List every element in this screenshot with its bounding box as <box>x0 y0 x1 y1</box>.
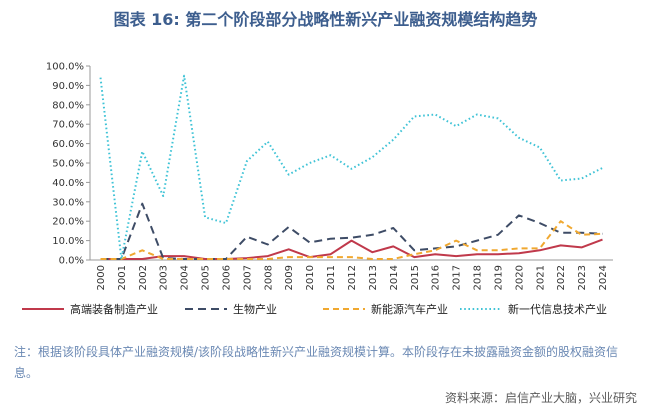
series-line-4 <box>99 74 603 260</box>
x-tick-label: 2013 <box>368 265 379 290</box>
y-tick-label: 40.0% <box>52 178 84 189</box>
x-tick-label: 2017 <box>452 265 463 290</box>
series-line-1 <box>100 238 603 260</box>
x-tick-label: 2009 <box>284 265 295 290</box>
x-tick-label: 2015 <box>410 265 421 290</box>
line-chart: 0.0% 10.0% 20.0% 30.0% 40.0% 50.0% 60.0% 70.0% 8… <box>22 62 613 316</box>
source-citation: 资料来源：启信产业大脑，兴业研究 <box>444 391 637 405</box>
chart-title: 图表 16: 第二个阶段部分战略性新兴产业融资规模结构趋势 <box>113 10 538 29</box>
y-tick-label: 90.0% <box>52 81 84 92</box>
chart-legend: 高端装备制造产业 生物产业 新能源汽车产业 新一代信息技术产业 <box>22 302 607 316</box>
x-tick-label: 2007 <box>242 265 253 290</box>
x-tick-label: 2024 <box>598 265 609 290</box>
y-tick-label: 10.0% <box>52 236 84 247</box>
x-tick-label: 2020 <box>514 265 525 290</box>
y-tick-label: 0.0% <box>59 256 84 267</box>
legend-label-4: 新一代信息技术产业 <box>508 302 607 316</box>
legend-label-1: 高端装备制造产业 <box>70 302 158 316</box>
x-tick-label: 2004 <box>180 265 191 290</box>
y-tick-label: 20.0% <box>52 217 84 228</box>
y-tick-label: 80.0% <box>52 100 84 111</box>
series-line-2 <box>100 202 603 260</box>
x-tick-label: 2006 <box>221 265 232 290</box>
x-tick-label: 2005 <box>201 265 212 290</box>
x-tick-label: 2012 <box>347 265 358 290</box>
y-tick-label: 50.0% <box>52 159 84 170</box>
x-tick-label: 2018 <box>473 265 484 290</box>
x-tick-label: 2016 <box>431 265 442 290</box>
y-tick-label: 100.0% <box>46 62 84 73</box>
series-line-3 <box>100 220 603 260</box>
x-tick-label: 2001 <box>117 265 128 290</box>
x-tick-label: 2000 <box>96 265 107 290</box>
legend-label-2: 生物产业 <box>233 302 277 316</box>
x-tick-label: 2023 <box>577 265 588 290</box>
series-layer <box>99 74 603 260</box>
x-tick-label: 2002 <box>138 265 149 290</box>
y-tick-label: 70.0% <box>52 120 84 131</box>
legend-label-3: 新能源汽车产业 <box>371 302 448 316</box>
x-tick-label: 2010 <box>305 265 316 290</box>
y-tick-label: 30.0% <box>52 197 84 208</box>
x-tick-label: 2019 <box>493 265 504 290</box>
chart-axes: 0.0% 10.0% 20.0% 30.0% 40.0% 50.0% 60.0% 70.0% 8… <box>46 62 613 290</box>
y-tick-label: 60.0% <box>52 139 84 150</box>
x-tick-label: 2008 <box>263 265 274 290</box>
x-tick-label: 2022 <box>556 265 567 290</box>
chart-note: 注：根据该阶段具体产业融资规模/该阶段战略性新兴产业融资规模计算。本阶段存在未披… <box>14 345 619 380</box>
x-tick-label: 2011 <box>326 265 337 290</box>
x-tick-label: 2003 <box>159 265 170 290</box>
x-tick-label: 2014 <box>389 265 400 290</box>
x-tick-label: 2021 <box>535 265 546 290</box>
